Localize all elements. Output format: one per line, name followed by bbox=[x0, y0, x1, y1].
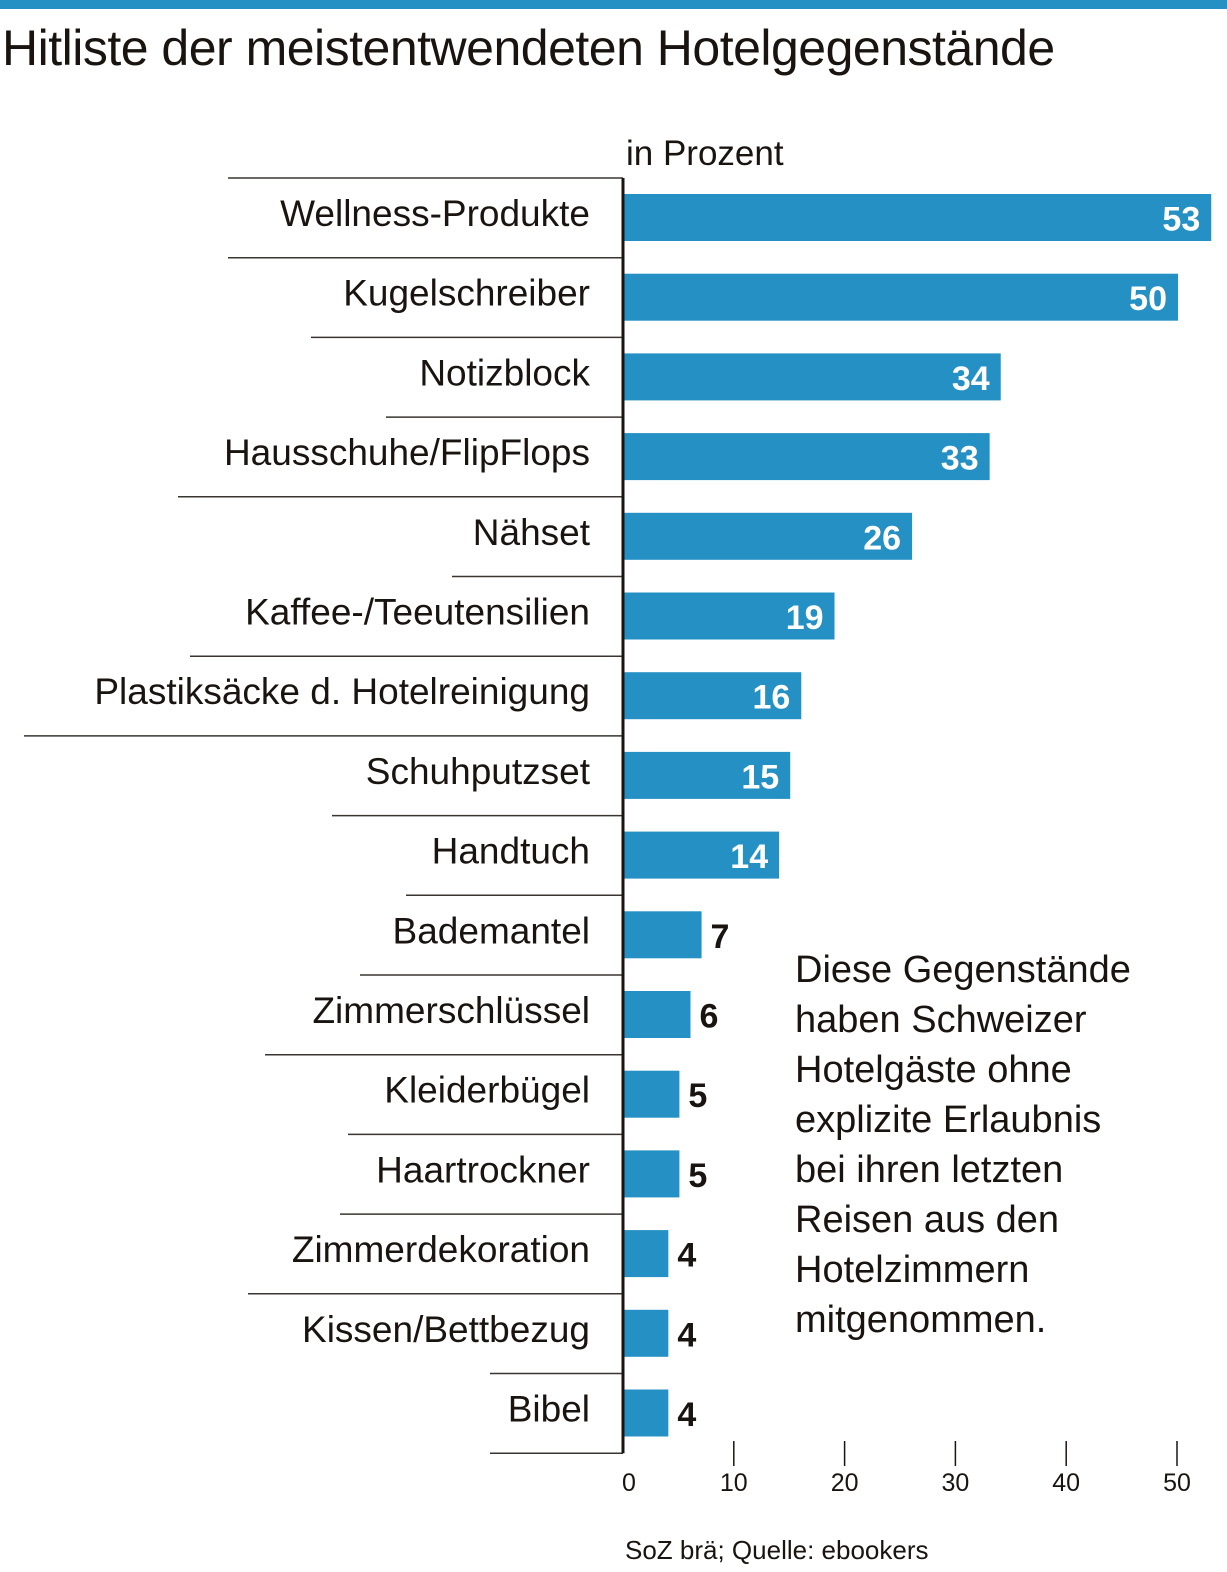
annotation-line: bei ihren letzten bbox=[795, 1149, 1064, 1191]
category-label: Bademantel bbox=[393, 910, 590, 951]
category-label: Notizblock bbox=[419, 352, 590, 393]
value-label: 4 bbox=[677, 1237, 696, 1275]
bar bbox=[624, 353, 1001, 401]
annotation-line: Hotelgäste ohne bbox=[795, 1049, 1072, 1091]
chart-annotation: Diese Gegenstände haben Schweizer Hotelgäs… bbox=[795, 945, 1131, 1345]
x-tick-label: 40 bbox=[1052, 1469, 1080, 1497]
x-tick-label: 30 bbox=[941, 1469, 969, 1497]
bar bbox=[624, 751, 791, 799]
x-tick-label: 20 bbox=[831, 1469, 859, 1497]
bar bbox=[624, 911, 702, 959]
bar bbox=[624, 194, 1212, 241]
value-label: 7 bbox=[711, 918, 730, 956]
category-label: Zimmerdekoration bbox=[292, 1229, 590, 1270]
bar bbox=[624, 433, 990, 481]
bar bbox=[624, 1230, 669, 1278]
value-label: 5 bbox=[688, 1157, 707, 1195]
unit-label: in Prozent bbox=[626, 134, 784, 173]
bar bbox=[624, 1309, 669, 1357]
bar bbox=[624, 1150, 680, 1198]
chart-title: Hitliste der meistentwendeten Hotelgegen… bbox=[2, 20, 1055, 76]
bar bbox=[624, 1070, 680, 1118]
category-label: Kleiderbügel bbox=[384, 1070, 590, 1111]
annotation-line: Diese Gegenstände bbox=[795, 949, 1131, 991]
category-label: Nähset bbox=[473, 512, 591, 553]
source-credit: SoZ brä; Quelle: ebookers bbox=[625, 1535, 929, 1565]
value-label: 15 bbox=[741, 758, 779, 796]
annotation-line: explizite Erlaubnis bbox=[795, 1099, 1102, 1141]
category-label: Zimmerschlüssel bbox=[312, 990, 590, 1031]
bar bbox=[624, 831, 780, 879]
annotation-line: Hotelzimmern bbox=[795, 1249, 1030, 1291]
bar bbox=[624, 672, 802, 720]
bar bbox=[624, 1389, 669, 1437]
value-label: 26 bbox=[863, 519, 901, 557]
annotation-line: haben Schweizer bbox=[795, 999, 1087, 1041]
bar bbox=[624, 991, 691, 1038]
category-label: Handtuch bbox=[432, 831, 590, 872]
category-label: Hausschuhe/FlipFlops bbox=[224, 432, 590, 473]
category-label: Plastiksäcke d. Hotelreinigung bbox=[94, 671, 590, 712]
top-accent-bar bbox=[0, 0, 1227, 9]
value-label: 5 bbox=[688, 1077, 707, 1115]
value-label: 34 bbox=[952, 360, 990, 398]
value-label: 33 bbox=[941, 440, 979, 478]
category-label: Kissen/Bettbezug bbox=[302, 1309, 590, 1350]
x-tick-label: 10 bbox=[720, 1469, 748, 1497]
annotation-line: mitgenommen. bbox=[795, 1299, 1047, 1341]
value-label: 50 bbox=[1129, 280, 1167, 318]
value-label: 14 bbox=[730, 838, 768, 876]
bar bbox=[624, 592, 835, 640]
value-label: 4 bbox=[677, 1396, 696, 1434]
x-tick-label: 50 bbox=[1163, 1469, 1191, 1497]
value-label: 53 bbox=[1162, 201, 1200, 239]
category-label: Schuhputzset bbox=[366, 751, 591, 792]
bar bbox=[624, 512, 913, 560]
x-tick-label: 0 bbox=[622, 1469, 636, 1497]
value-label: 19 bbox=[786, 599, 824, 637]
category-label: Kaffee-/Teeutensilien bbox=[245, 592, 590, 633]
category-label: Kugelschreiber bbox=[343, 273, 590, 314]
category-label: Wellness-Produkte bbox=[280, 193, 590, 234]
value-label: 4 bbox=[677, 1316, 696, 1354]
value-label: 16 bbox=[752, 679, 790, 717]
bar bbox=[624, 273, 1178, 321]
value-label: 6 bbox=[699, 998, 718, 1036]
category-label: Bibel bbox=[508, 1389, 590, 1430]
annotation-line: Reisen aus den bbox=[795, 1199, 1060, 1241]
category-label: Haartrockner bbox=[376, 1149, 590, 1190]
